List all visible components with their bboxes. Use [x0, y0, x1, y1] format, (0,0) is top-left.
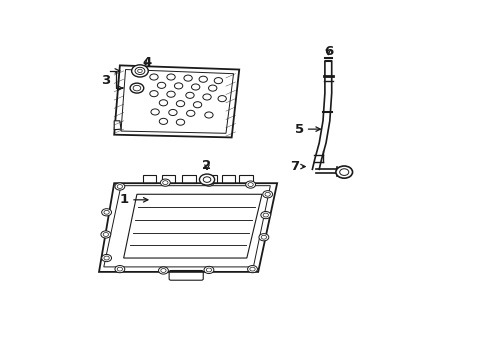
Circle shape [260, 211, 270, 219]
Circle shape [160, 179, 170, 186]
Circle shape [102, 255, 111, 262]
Circle shape [214, 77, 222, 84]
Circle shape [176, 119, 184, 125]
Text: 2: 2 [202, 159, 211, 172]
Circle shape [185, 92, 194, 98]
Circle shape [166, 74, 175, 80]
Circle shape [102, 209, 111, 216]
Circle shape [168, 109, 177, 116]
Circle shape [199, 174, 214, 185]
Circle shape [149, 91, 158, 97]
Text: 7: 7 [289, 160, 298, 173]
Circle shape [191, 84, 200, 90]
Circle shape [203, 179, 213, 186]
Circle shape [203, 94, 211, 100]
Circle shape [159, 100, 167, 106]
Circle shape [262, 191, 272, 198]
Circle shape [151, 109, 159, 115]
Circle shape [199, 76, 207, 82]
Text: 5: 5 [295, 123, 304, 136]
Text: 1: 1 [119, 193, 147, 206]
Circle shape [208, 85, 217, 91]
Circle shape [193, 102, 202, 108]
Circle shape [245, 181, 255, 188]
Circle shape [157, 82, 165, 89]
Circle shape [335, 166, 352, 178]
Circle shape [203, 266, 213, 274]
Circle shape [218, 96, 226, 102]
Circle shape [183, 75, 192, 81]
Circle shape [174, 83, 183, 89]
Circle shape [186, 110, 195, 116]
Circle shape [115, 183, 124, 190]
Circle shape [131, 65, 148, 77]
Circle shape [130, 83, 143, 93]
Circle shape [115, 266, 124, 273]
Circle shape [247, 266, 257, 273]
Text: 6: 6 [323, 45, 332, 58]
Circle shape [159, 118, 167, 125]
Polygon shape [114, 66, 239, 138]
Circle shape [158, 267, 168, 274]
Polygon shape [114, 121, 121, 130]
Circle shape [176, 100, 184, 107]
Circle shape [149, 74, 158, 80]
Text: 3: 3 [101, 74, 110, 87]
Circle shape [101, 231, 111, 238]
Circle shape [204, 112, 213, 118]
Circle shape [166, 91, 175, 97]
Circle shape [259, 234, 268, 241]
Text: 4: 4 [142, 55, 152, 68]
